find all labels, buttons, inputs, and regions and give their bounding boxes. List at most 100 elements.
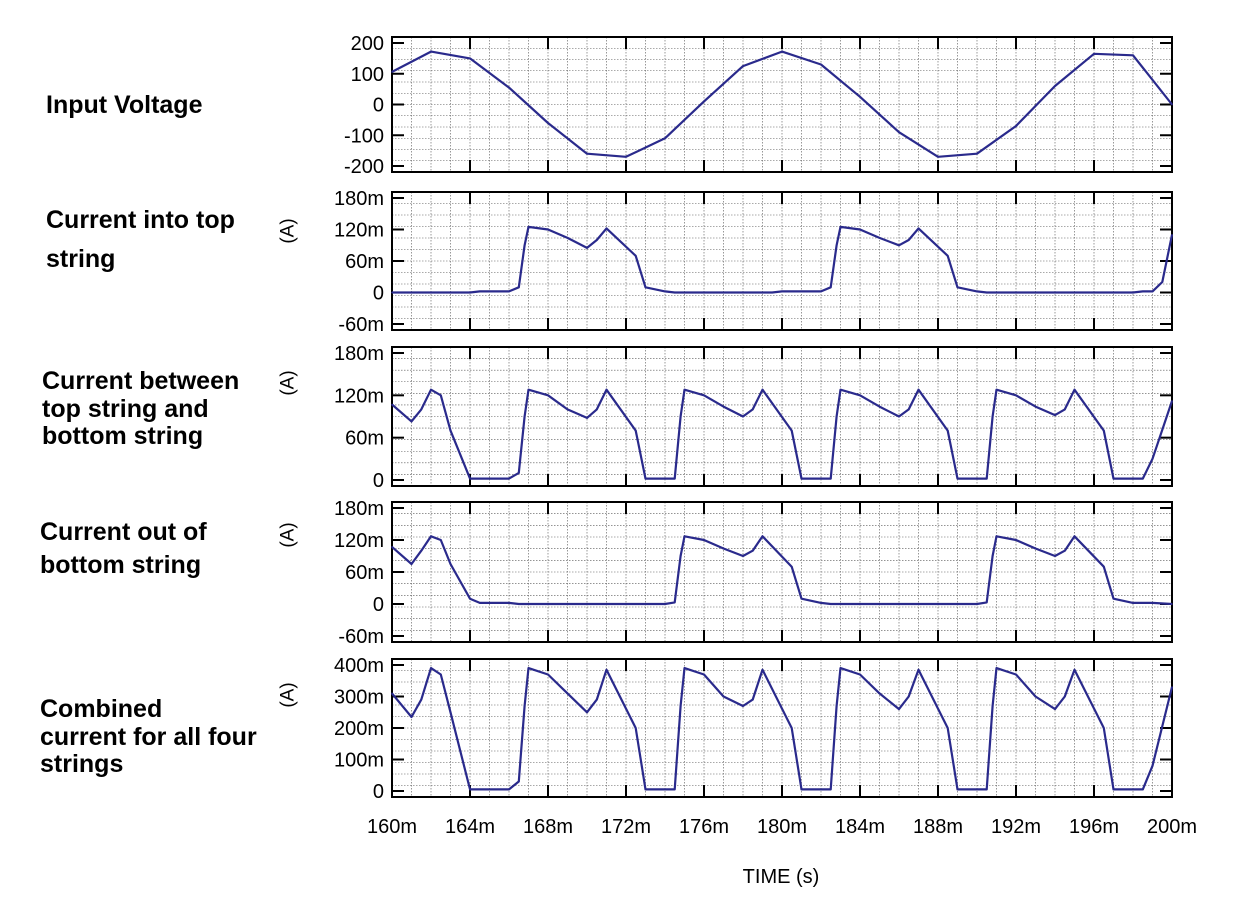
panel-5-data-point <box>673 788 676 791</box>
panel-4-data-point <box>976 603 978 605</box>
panel-4-data-point <box>985 601 988 604</box>
panel-5-data-point <box>829 788 832 791</box>
panel-2-data-point <box>1132 291 1134 294</box>
panel-2-data-point <box>508 290 510 293</box>
panel-3-y-tick-label: 180m <box>334 343 384 365</box>
panel-5-data-point <box>586 711 588 714</box>
panel-2-y-tick-label: 180m <box>334 188 384 210</box>
panel-5-y-tick-label: 200m <box>334 718 384 740</box>
panel-3-data-point <box>644 477 647 480</box>
panel-5-data-point <box>800 788 803 791</box>
panel-2-data-point <box>781 290 783 293</box>
panel-5-data-point <box>878 692 881 695</box>
panel-5-y-tick-label: 0 <box>373 781 384 803</box>
panel-2-y-tick-label: 0 <box>373 283 384 305</box>
panel-5-data-point <box>420 698 423 701</box>
panel-4-unit: (A) <box>277 522 299 548</box>
panel-2-data-point <box>1161 281 1164 283</box>
panel-2-data-point <box>595 239 598 241</box>
panel-5-unit: (A) <box>277 682 299 708</box>
panel-2-data-point <box>644 286 647 289</box>
x-tick-label: 172m <box>601 816 651 838</box>
panel-3-data-point <box>478 477 481 480</box>
panel-5-data-point <box>1112 788 1115 791</box>
x-tick-label: 196m <box>1069 816 1119 838</box>
panel-2-y-tick-label: 120m <box>334 220 384 242</box>
panel-3-data-point <box>566 408 569 411</box>
panel-4-data-point <box>1151 602 1154 604</box>
panel-4-data-point <box>420 549 423 552</box>
panel-3-y-tick-label: 60m <box>345 428 384 450</box>
panel-3-data-point <box>722 405 725 408</box>
panel-3-trace <box>391 388 1174 480</box>
panel-2-unit: (A) <box>277 218 299 244</box>
panel-1-y-tick-label: 200 <box>351 33 384 55</box>
panel-1-data-point <box>469 57 471 60</box>
x-tick-label: 200m <box>1147 816 1197 838</box>
panel-5-data-point <box>1171 686 1173 688</box>
panel-1-title: Input Voltage <box>46 91 203 119</box>
panel-5-data-point <box>790 727 793 729</box>
panel-5-data-point <box>859 673 861 676</box>
panel-3-data-point <box>1102 429 1105 432</box>
panel-3-data-point <box>683 388 686 391</box>
panel-4-data-point <box>820 602 822 604</box>
panel-4-y-tick-label: 120m <box>334 530 384 552</box>
panel-5-title: Combined current for all four strings <box>40 695 257 778</box>
panel-3-data-point <box>469 477 471 480</box>
panel-1-data-point <box>781 50 783 53</box>
panel-4-data-point <box>751 549 754 552</box>
panel-3-data-point <box>1171 400 1173 402</box>
panel-2-data-point <box>820 290 822 293</box>
panel-4-data-point <box>790 565 793 568</box>
panel-5-data-point <box>761 668 764 671</box>
panel-3-data-point <box>703 394 705 397</box>
panel-5-data-point <box>469 788 471 791</box>
panel-3-data-point <box>800 477 803 480</box>
panel-3-data-point <box>898 415 900 418</box>
panel-4-data-point <box>703 539 705 541</box>
panel-3-data-point <box>956 477 959 480</box>
panel-3-data-point <box>527 388 530 391</box>
panel-3-data-point <box>751 408 754 411</box>
panel-1-data-point <box>1015 125 1017 127</box>
panel-4-data-point <box>1171 603 1173 605</box>
panel-5-data-point <box>439 673 442 676</box>
panel-5-data-point <box>835 705 838 707</box>
panel-4-data-point <box>995 535 998 538</box>
x-tick-label: 192m <box>991 816 1041 838</box>
panel-3-data-point <box>1034 405 1037 408</box>
panel-5-data-point <box>478 788 481 791</box>
panel-4-data-point <box>1073 535 1076 538</box>
panel-5-data-point <box>1073 668 1076 671</box>
panel-4-data-point <box>829 603 832 605</box>
panel-1-data-point <box>547 122 549 124</box>
panel-3-data-point <box>679 415 682 418</box>
panel-1-data-point <box>1171 103 1173 106</box>
panel-5-data-point <box>907 695 910 698</box>
panel-5-data-point <box>595 698 598 701</box>
panel-3-unit: (A) <box>277 370 299 396</box>
panel-5-data-point <box>1054 708 1056 710</box>
panel-3-y-tick-label: 120m <box>334 385 384 407</box>
x-tick-label: 164m <box>445 816 495 838</box>
panel-5-data-point <box>985 788 988 791</box>
panel-3-data-point <box>742 415 744 418</box>
panel-3-data-point <box>790 429 793 432</box>
x-tick-label: 188m <box>913 816 963 838</box>
panel-2-data-point <box>956 286 959 289</box>
panel-4-data-point <box>469 597 471 600</box>
panel-4-data-point <box>1102 565 1105 568</box>
panel-1-data-point <box>508 86 510 89</box>
panel-4-data-point <box>1054 555 1056 557</box>
panel-5-data-point <box>956 788 959 791</box>
x-tick-label: 168m <box>523 816 573 838</box>
panel-2-data-point <box>478 290 481 293</box>
panel-5-data-point <box>946 727 949 729</box>
panel-2-y-tick-label: -60m <box>338 314 384 336</box>
panel-1-data-point <box>898 131 900 133</box>
panel-4-data-point <box>761 535 764 538</box>
panel-4-data-point <box>683 535 686 538</box>
panel-3-data-point <box>439 394 442 397</box>
panel-5-data-point <box>1063 695 1066 698</box>
